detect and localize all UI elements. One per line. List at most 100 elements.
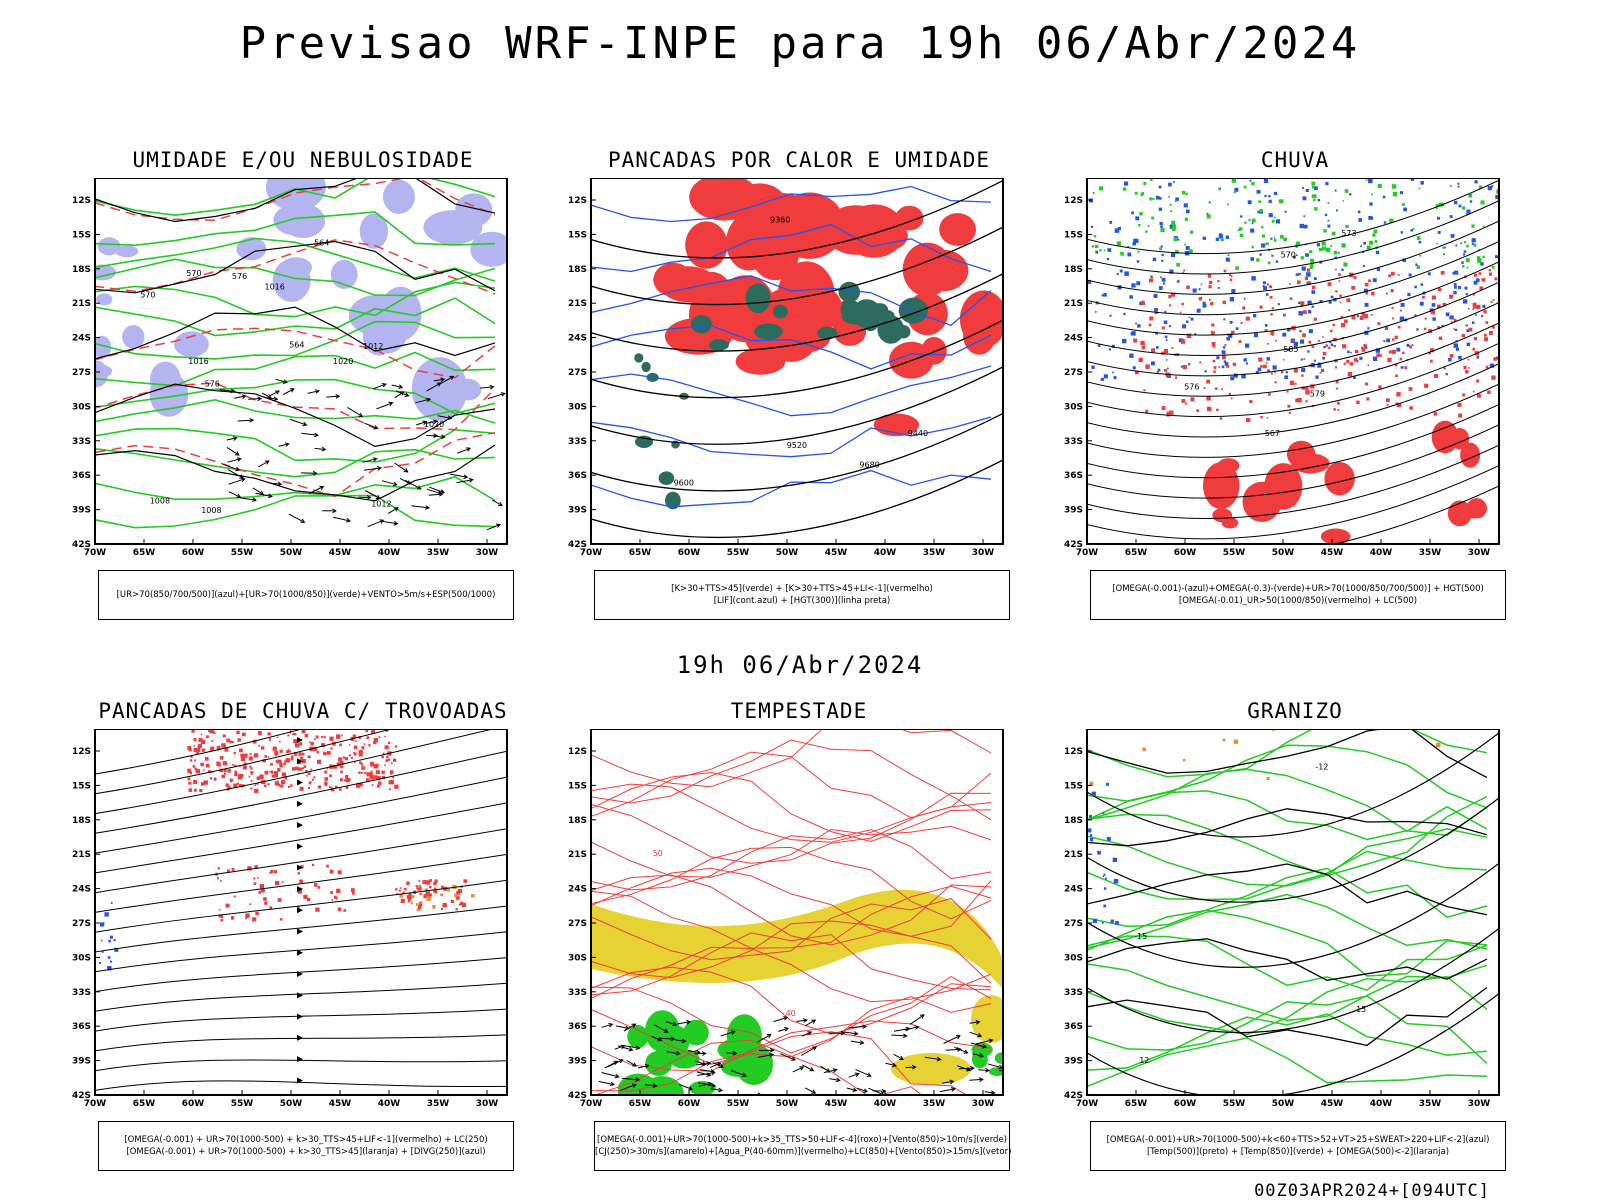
omega-humidity-area <box>1270 313 1273 316</box>
thunderstorm-area <box>264 785 267 788</box>
lat-tick-label: 21S <box>72 850 91 860</box>
omega-humidity-area <box>1441 271 1445 275</box>
omega-humidity-area <box>1392 307 1394 309</box>
omega-area <box>1273 365 1277 369</box>
omega-area <box>1218 366 1220 368</box>
thunderstorm-area <box>237 738 241 742</box>
thunderstorm-orange-area <box>417 909 420 912</box>
omega-humidity-area <box>1392 318 1394 320</box>
omega-area <box>1464 250 1467 253</box>
lat-tick-label: 30S <box>1064 402 1083 412</box>
omega-area <box>1114 376 1117 379</box>
thunderstorm-area <box>234 896 236 898</box>
omega-humidity-area <box>1243 482 1282 522</box>
omega-area <box>1258 368 1262 372</box>
omega500-area <box>1142 748 1146 752</box>
omega-humidity-area <box>1334 345 1336 347</box>
lat-tick-label: 24S <box>568 334 587 344</box>
omega-humidity-area <box>1453 328 1455 330</box>
thunderstorm-area <box>418 880 420 882</box>
omega-area <box>1182 324 1186 328</box>
omega-area <box>1154 294 1158 298</box>
omega-humidity-area <box>1344 363 1346 365</box>
omega-strong-area <box>1312 186 1315 189</box>
omega-humidity-area <box>1396 392 1400 396</box>
omega-humidity-area <box>1211 331 1215 335</box>
legend-line: [OMEGA(-0.001) + UR>70(1000-500) + k>30_… <box>99 1134 513 1146</box>
omega-humidity-area <box>1304 358 1306 360</box>
omega-humidity-area <box>1295 383 1297 385</box>
contour-label: 1016 <box>265 283 285 292</box>
omega-humidity-area <box>1246 418 1250 422</box>
omega-area <box>1240 215 1242 217</box>
contour-label: 9520 <box>787 441 807 450</box>
omega-humidity-area <box>1213 370 1216 373</box>
lat-tick-label: 18S <box>1064 265 1083 275</box>
omega-humidity-area <box>1149 324 1152 327</box>
omega-area <box>1230 376 1234 380</box>
contour-label: 50 <box>653 849 663 858</box>
omega-strong-area <box>1481 200 1485 204</box>
omega-strong-area <box>1332 232 1336 236</box>
omega-humidity-area <box>1201 284 1203 286</box>
omega-area <box>1349 193 1351 195</box>
thunderstorm-area <box>370 762 373 765</box>
omega-area <box>1416 328 1418 330</box>
lat-tick-label: 36S <box>568 1022 587 1032</box>
lon-tick-label: 35W <box>1419 1099 1442 1109</box>
omega-humidity-area <box>1339 280 1341 282</box>
omega-humidity-area <box>1392 350 1396 354</box>
omega-humidity-area <box>1231 331 1235 335</box>
omega-area <box>1275 340 1277 342</box>
omega-strong-area <box>1328 220 1330 222</box>
omega-humidity-area <box>1340 302 1342 304</box>
omega-humidity-area <box>1425 318 1427 320</box>
omega-area <box>1455 245 1457 247</box>
omega-strong-area <box>1274 239 1277 242</box>
lat-tick-label: 27S <box>568 919 587 929</box>
omega-area <box>1386 293 1388 295</box>
omega-humidity-area <box>1231 275 1233 277</box>
k-tts-area <box>754 323 783 339</box>
thunderstorm-area <box>258 732 262 736</box>
omega-area <box>1296 254 1298 256</box>
thunderstorm-area <box>280 918 283 921</box>
lon-tick-label: 35W <box>427 1099 450 1109</box>
omega-area <box>1411 179 1413 181</box>
omega-humidity-area <box>1287 405 1290 408</box>
omega-area <box>1314 277 1317 280</box>
thunderstorm-area <box>205 757 209 761</box>
thunderstorm-area <box>361 766 365 770</box>
omega-area <box>1124 271 1129 276</box>
lat-tick-label: 24S <box>1064 885 1083 895</box>
thunderstorm-area <box>206 764 210 768</box>
lon-tick-label: 65W <box>1125 1099 1148 1109</box>
humidity-850-500-area <box>122 325 144 349</box>
omega-area <box>1234 374 1238 378</box>
omega-humidity-area <box>1175 377 1177 379</box>
omega-humidity-area <box>1424 328 1427 331</box>
lon-tick-label: 50W <box>776 548 799 558</box>
omega-humidity-area <box>1292 340 1294 342</box>
omega-area <box>1303 196 1307 200</box>
thunderstorm-area <box>294 733 296 735</box>
thunderstorm-area <box>249 756 253 760</box>
lon-tick-label: 70W <box>1076 1099 1099 1109</box>
thunderstorm-area <box>368 744 370 746</box>
humidity-850-500-area <box>98 237 121 255</box>
lon-tick-label: 50W <box>1272 1099 1295 1109</box>
thunderstorm-area <box>245 918 247 920</box>
omega-strong-area <box>1311 182 1315 186</box>
omega-strong-area <box>1272 220 1275 223</box>
omega-humidity-area <box>1142 346 1146 350</box>
omega-strong-area <box>1259 209 1263 213</box>
thunderstorm-orange-area <box>417 885 420 888</box>
omega-humidity-area <box>1290 297 1293 300</box>
omega-strong-area <box>1367 246 1371 250</box>
omega-area <box>1156 196 1160 200</box>
omega-humidity-area <box>1289 412 1291 414</box>
contour-label: 576 <box>232 272 247 281</box>
omega-humidity-area <box>1283 359 1285 361</box>
thunderstorm-area <box>283 773 286 776</box>
thunderstorm-area <box>339 788 342 791</box>
